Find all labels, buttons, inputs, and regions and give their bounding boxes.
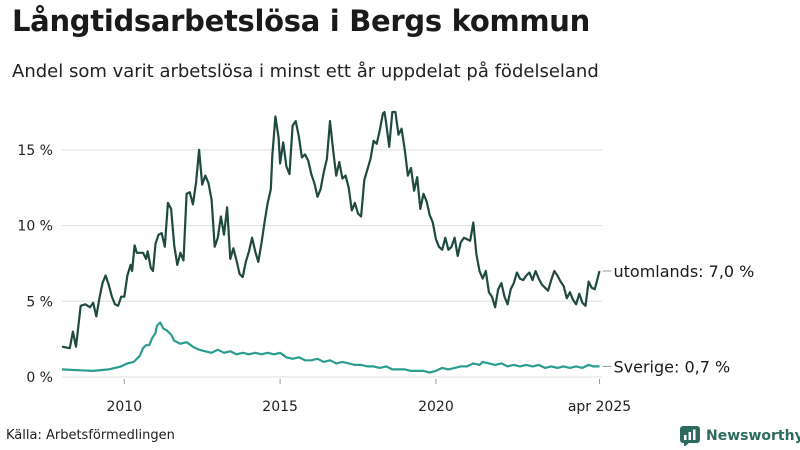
x-tick-label: 2020 [418, 399, 454, 415]
y-tick-label: 15 % [17, 143, 53, 159]
x-tick-label: apr 2025 [568, 399, 631, 415]
y-tick-label: 5 % [26, 294, 53, 310]
x-tick-label: 2015 [262, 399, 298, 415]
y-tick-label: 10 % [17, 219, 53, 235]
series-end-label: Sverige: 0,7 % [614, 357, 731, 376]
series-line-sverige [61, 321, 600, 374]
newsworthy-logo-icon [680, 426, 700, 446]
x-axis: 2010 2015 2020 apr 2025 [106, 379, 631, 415]
grid-lines [62, 149, 602, 378]
series-line-utomlands [61, 110, 601, 350]
line-chart: 0 % 5 % 10 % 15 % 2010 2015 2020 apr 2025 utom… [17, 110, 755, 415]
y-tick-label: 0 % [26, 370, 53, 386]
series-end-labels: utomlands: 7,0 % Sverige: 0,7 % [602, 262, 755, 376]
chart-subtitle: Andel som varit arbetslösa i minst ett å… [12, 61, 599, 82]
series-lines [61, 110, 601, 374]
y-axis: 0 % 5 % 10 % 15 % [17, 143, 53, 386]
x-tick-label: 2010 [106, 399, 142, 415]
chart-title: Långtidsarbetslösa i Bergs kommun [12, 4, 590, 38]
source-note: Källa: Arbetsförmedlingen [6, 428, 175, 443]
series-end-label: utomlands: 7,0 % [614, 262, 755, 281]
brand[interactable]: Newsworthy [680, 426, 800, 446]
brand-name: Newsworthy [706, 428, 800, 444]
